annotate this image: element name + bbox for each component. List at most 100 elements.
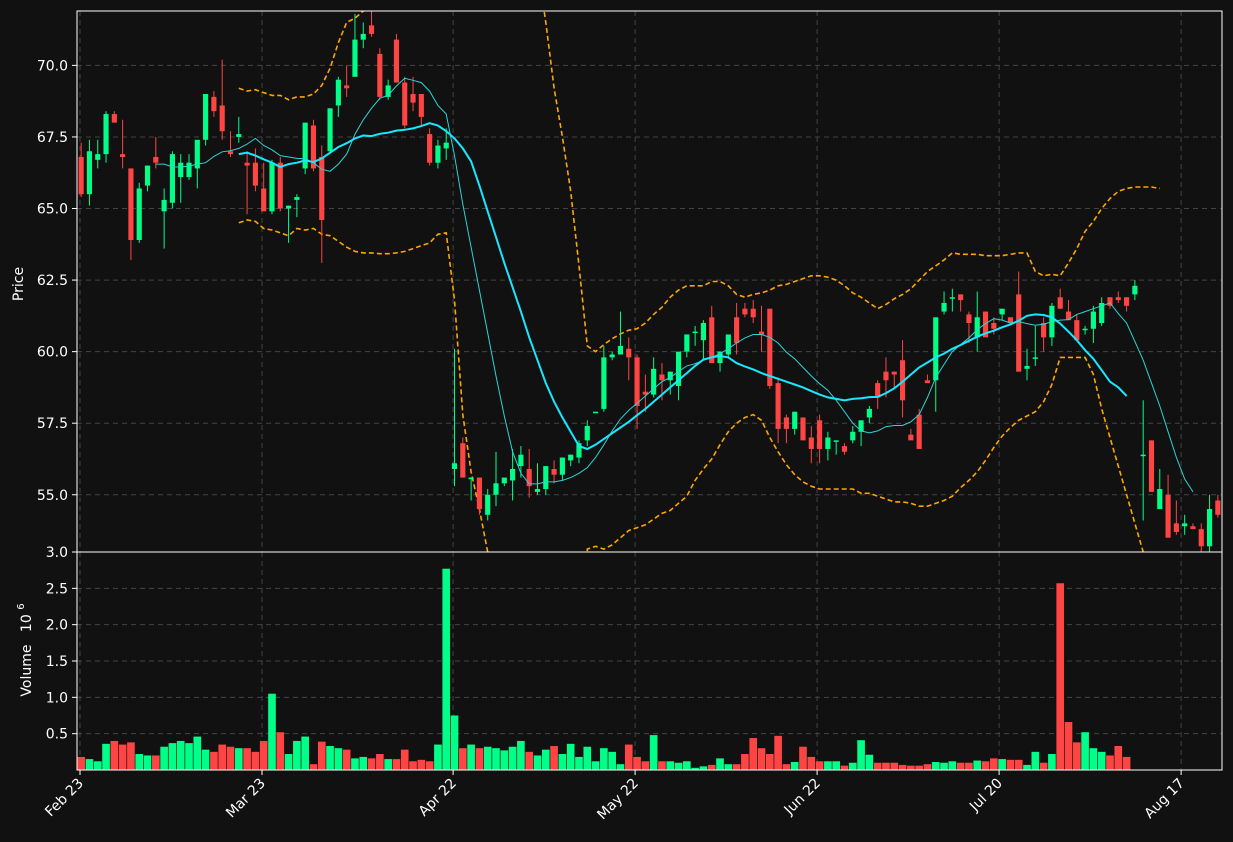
candle-down [551,468,557,475]
volume-bar [193,736,202,770]
volume-y-tick-label: 0.5 [46,727,68,743]
candle-up [335,79,341,106]
candle-up [352,39,358,77]
candle-down [111,114,117,123]
candle-down [1107,297,1113,306]
volume-bar [467,744,475,770]
candle-down [775,383,781,429]
candle-up [86,151,93,195]
volume-bar [1023,764,1031,770]
volume-bar [774,735,782,770]
volume-y-axis-label-text: Volume [19,645,35,697]
price-grid [77,11,1222,552]
volume-bar [533,755,542,770]
volume-y-axis-exponent-base: 10 [19,614,35,632]
volume-grid [77,551,1222,770]
candle-down [642,391,648,395]
price-y-tick-label: 62.5 [37,273,68,289]
candle-up [144,165,151,186]
volume-bar [898,764,907,770]
candle-up [792,411,798,429]
volume-bar [127,742,135,770]
candle-up [468,477,474,480]
volume-bar [284,754,293,770]
volume-bar [649,735,658,770]
volume-bar [525,751,534,770]
volume-y-tick-label: 2.0 [46,618,68,634]
candle-up [1132,285,1138,295]
volume-bar [251,751,260,770]
volume-y-ticks: 0.5 1.0 1.5 2.0 2.5 3.0 [46,545,77,743]
volume-bar [450,715,459,770]
volume-bar [259,740,268,770]
volume-panel: 0.5 1.0 1.5 2.0 2.5 3.0 Volume 10 6 [16,545,1223,771]
candle-down [750,308,756,318]
volume-bar [608,751,616,770]
volume-bar [981,761,990,770]
volume-bar [848,762,857,770]
candle-up [451,463,458,469]
candle-down [1190,526,1196,530]
candle-down [758,331,765,335]
volume-bar [243,748,251,770]
candlesticks [78,11,1221,552]
volume-bar [873,762,882,770]
volume-bar [1039,762,1048,770]
candle-down [891,371,897,375]
candle-down [1016,294,1022,372]
candle-up [518,454,524,467]
volume-bar [1106,755,1114,770]
volume-bar [683,761,691,770]
volume-bar [1081,732,1089,770]
volume-bar [1114,746,1123,770]
candle-up [667,371,673,381]
volume-y-axis-label: Volume 10 6 [16,603,35,696]
candle-down [734,317,740,344]
volume-bar [1072,742,1081,770]
price-y-tick-label: 60.0 [37,345,68,361]
candle-up [510,468,516,481]
candle-down [1173,523,1179,532]
volume-bar [475,748,484,770]
bollinger-bands [238,11,1160,552]
candle-up [236,134,242,137]
candle-up [559,457,565,475]
candle-up [443,142,449,149]
candle-down [883,371,889,381]
volume-bar [359,756,368,770]
candle-down [908,434,914,441]
candle-up [601,357,607,409]
volume-bar [434,744,442,770]
volume-bar [1048,754,1056,770]
price-y-ticks: 55.0 57.5 60.0 62.5 65.0 67.5 70.0 [37,58,77,504]
candle-down [800,417,806,441]
candle-down [875,383,881,398]
price-y-tick-label: 67.5 [37,130,68,146]
candle-up [543,466,549,490]
candle-up [999,308,1005,315]
volume-bar [1089,748,1098,770]
candle-down [460,443,466,478]
candle-up [360,33,366,40]
volume-bar [591,761,600,770]
volume-bar [600,748,608,770]
volume-bar [923,764,932,770]
price-y-axis-label: Price [11,267,27,301]
candle-down [402,82,408,126]
price-panel: 55.0 57.5 60.0 62.5 65.0 67.5 70.0 Price [11,10,1223,553]
candle-up [327,108,333,152]
volume-bar [807,756,816,770]
volume-bar [633,756,641,770]
volume-bar [492,748,500,770]
volume-bar [907,765,915,770]
volume-bar [550,746,558,770]
candle-down [393,39,400,83]
candle-up [286,205,292,209]
volume-bar [790,762,799,770]
volume-bar [85,759,94,770]
volume-bar [707,764,716,770]
volume-bar [417,759,426,770]
candle-down [476,477,482,510]
volume-bar [508,746,517,770]
volume-bar [658,761,666,770]
